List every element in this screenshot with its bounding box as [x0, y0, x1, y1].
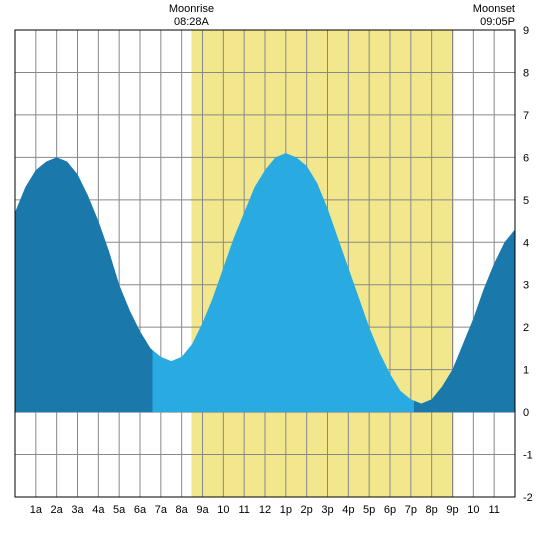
- y-tick-label: 0: [523, 407, 529, 419]
- x-tick-label: 10: [217, 504, 229, 516]
- y-tick-label: 9: [523, 25, 529, 37]
- y-tick-label: 5: [523, 195, 529, 207]
- moonset-label: Moonset: [473, 3, 515, 15]
- y-tick-label: 4: [523, 237, 529, 249]
- y-tick-label: 8: [523, 67, 529, 79]
- moonrise-label: Moonrise: [169, 3, 214, 15]
- x-tick-label: 12: [259, 504, 271, 516]
- moonset-time: 09:05P: [480, 16, 515, 28]
- x-tick-label: 1a: [30, 504, 43, 516]
- x-tick-label: 9a: [196, 504, 209, 516]
- x-tick-label: 10: [467, 504, 479, 516]
- x-tick-label: 11: [488, 504, 499, 516]
- moonrise-time: 08:28A: [174, 16, 210, 28]
- y-tick-label: -2: [523, 492, 533, 504]
- y-tick-label: 6: [523, 152, 529, 164]
- x-tick-label: 8a: [176, 504, 189, 516]
- y-tick-label: 7: [523, 110, 529, 122]
- x-tick-label: 5p: [363, 504, 375, 516]
- x-tick-label: 3p: [321, 504, 333, 516]
- x-tick-label: 2a: [51, 504, 64, 516]
- x-tick-label: 1p: [280, 504, 292, 516]
- tide-chart: -2-101234567891a2a3a4a5a6a7a8a9a1011121p…: [0, 0, 550, 550]
- x-tick-label: 8p: [426, 504, 438, 516]
- x-tick-label: 4a: [92, 504, 105, 516]
- x-tick-label: 7a: [155, 504, 168, 516]
- y-tick-label: 2: [523, 322, 529, 334]
- y-tick-label: 3: [523, 280, 529, 292]
- x-tick-label: 4p: [342, 504, 354, 516]
- x-tick-label: 6p: [384, 504, 396, 516]
- x-tick-label: 5a: [113, 504, 126, 516]
- x-tick-label: 11: [238, 504, 249, 516]
- y-tick-label: 1: [523, 365, 529, 377]
- x-tick-label: 2p: [301, 504, 313, 516]
- x-tick-label: 7p: [405, 504, 417, 516]
- y-tick-label: -1: [523, 450, 533, 462]
- x-tick-label: 9p: [446, 504, 458, 516]
- x-tick-label: 6a: [134, 504, 147, 516]
- x-tick-label: 3a: [71, 504, 84, 516]
